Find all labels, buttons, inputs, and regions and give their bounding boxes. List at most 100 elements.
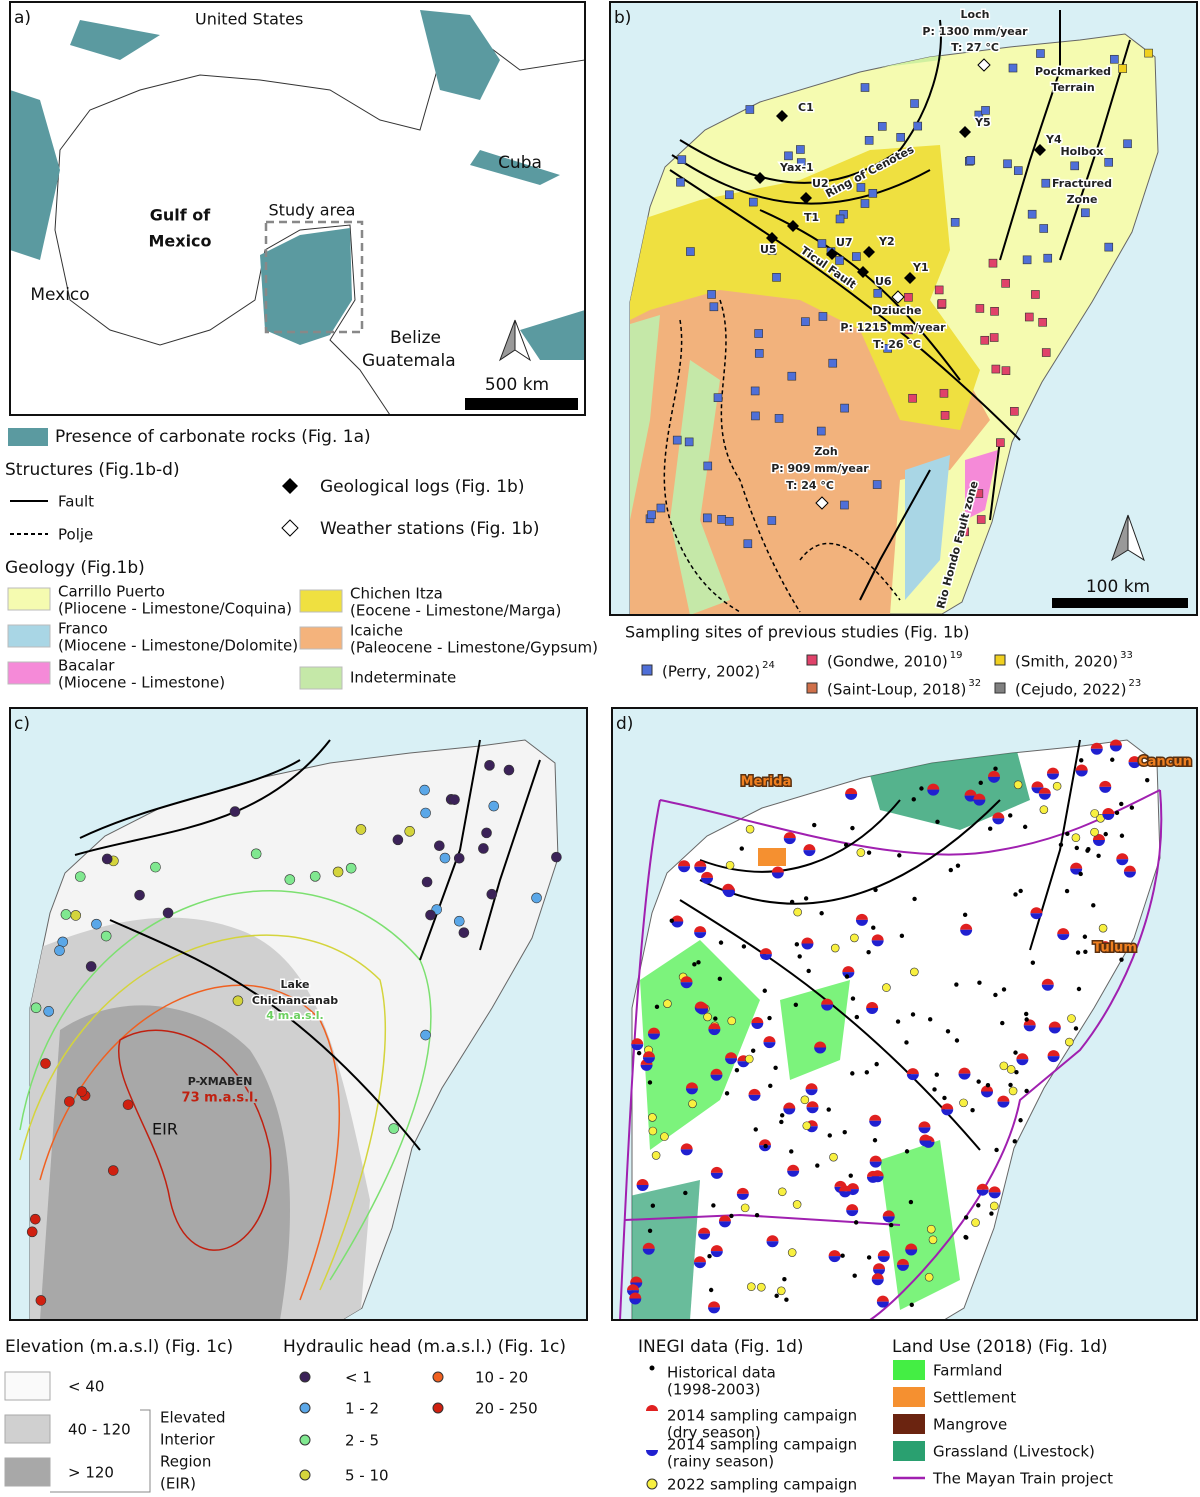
rainy-season-site <box>1099 786 1112 793</box>
site-2022 <box>777 1187 787 1197</box>
geological-log <box>800 192 812 204</box>
geological-log <box>904 272 916 284</box>
geological-log <box>863 246 875 258</box>
dry-season-site <box>801 937 814 944</box>
site-2022 <box>959 1098 968 1108</box>
historical-site <box>713 1016 718 1021</box>
well <box>122 1099 134 1111</box>
rainy-season-site <box>803 850 816 857</box>
well <box>481 827 492 839</box>
well <box>484 760 495 771</box>
dry-season-site <box>627 1284 640 1291</box>
historical-site <box>812 822 817 828</box>
rainy-season-site <box>694 932 707 939</box>
well <box>453 852 465 864</box>
historical-site <box>994 1147 999 1153</box>
rainy-season-site <box>958 1073 971 1080</box>
historical-site <box>815 1163 820 1168</box>
north-arrow <box>514 319 532 362</box>
dry-season-site <box>905 1243 918 1250</box>
sampling-site <box>1144 48 1153 58</box>
dry-season-site <box>708 1023 721 1030</box>
historical-site <box>762 988 767 993</box>
historical-site <box>636 1050 642 1056</box>
historical-site <box>866 850 872 855</box>
log-label: C1 <box>798 101 814 114</box>
dry-season-site <box>771 866 784 873</box>
historical-site <box>899 933 905 939</box>
site-2022 <box>727 1016 737 1026</box>
legend-symbol <box>806 654 818 666</box>
dry-season-site <box>873 1263 886 1270</box>
legend-symbol <box>994 654 1006 666</box>
sampling-site <box>937 299 947 308</box>
sampling-sites <box>645 48 1153 549</box>
rainy-season-site <box>680 1149 693 1156</box>
sampling-site <box>1031 290 1040 299</box>
dry-season-site <box>1128 756 1141 763</box>
legend-superscript: 33 <box>1120 650 1133 661</box>
sampling-site <box>908 393 917 403</box>
historical-site <box>1119 833 1125 838</box>
dry-season-site <box>806 1101 819 1108</box>
geology-franco <box>905 455 950 600</box>
site-2022 <box>651 1151 661 1160</box>
dry-season-site <box>701 871 714 878</box>
historical-site <box>948 867 954 873</box>
site-2022 <box>850 933 859 943</box>
rainy-season-site <box>737 1061 750 1068</box>
well <box>100 930 112 942</box>
sampling-site <box>1038 317 1047 327</box>
historical-site <box>826 1107 831 1112</box>
dry-season-site <box>1046 767 1059 774</box>
dry-season-site <box>992 812 1005 819</box>
historical-site <box>753 1127 758 1132</box>
rainy-season-site <box>1023 1025 1036 1032</box>
legend-swatch <box>8 428 48 446</box>
legend-label: Interior <box>160 1431 216 1449</box>
dry-season-site <box>759 948 772 955</box>
historical-site <box>718 940 724 945</box>
historical-site <box>819 911 824 916</box>
legend-superscript: 23 <box>1129 678 1142 689</box>
geological-log <box>776 110 788 122</box>
legend-symbol <box>299 1371 311 1383</box>
geological-log <box>826 248 838 260</box>
farmland <box>640 940 960 1310</box>
dry-season-site <box>1031 781 1044 788</box>
historical-site <box>919 786 924 791</box>
sampling-site <box>852 252 861 261</box>
historical-site <box>1076 986 1082 992</box>
rainy-season-site <box>696 1008 709 1015</box>
historical-site <box>840 1253 845 1258</box>
historical-site <box>1085 848 1090 853</box>
well <box>232 995 244 1007</box>
sampling-site <box>835 256 844 265</box>
rainy-season-site <box>751 1023 764 1030</box>
site-2022 <box>1098 923 1108 933</box>
head-contour <box>117 1029 272 1251</box>
site-2022 <box>829 1152 838 1162</box>
sampling-site <box>860 83 870 92</box>
legend-symbol <box>299 1402 311 1414</box>
sampling-site <box>966 156 976 165</box>
north-arrow <box>1127 514 1145 562</box>
dry-season-site <box>918 1121 931 1128</box>
sampling-site <box>883 344 892 353</box>
sampling-site <box>975 304 985 313</box>
historical-site <box>1065 831 1070 837</box>
rainy-season-site <box>1046 773 1059 780</box>
historical-site <box>729 1213 734 1219</box>
rainy-season-site <box>698 1233 711 1240</box>
historical-site <box>964 1235 969 1240</box>
site-2022 <box>740 1203 750 1213</box>
legend-label: (Smith, 2020) <box>1015 653 1118 671</box>
rainy-season-site <box>821 1004 834 1011</box>
legend-symbol <box>646 1450 658 1456</box>
dry-season-site <box>1075 764 1088 771</box>
scale-bar <box>465 398 578 410</box>
well <box>404 826 416 837</box>
legend-swatch <box>7 624 51 648</box>
legend-swatch <box>4 1414 51 1444</box>
dry-season-site <box>846 1204 859 1211</box>
